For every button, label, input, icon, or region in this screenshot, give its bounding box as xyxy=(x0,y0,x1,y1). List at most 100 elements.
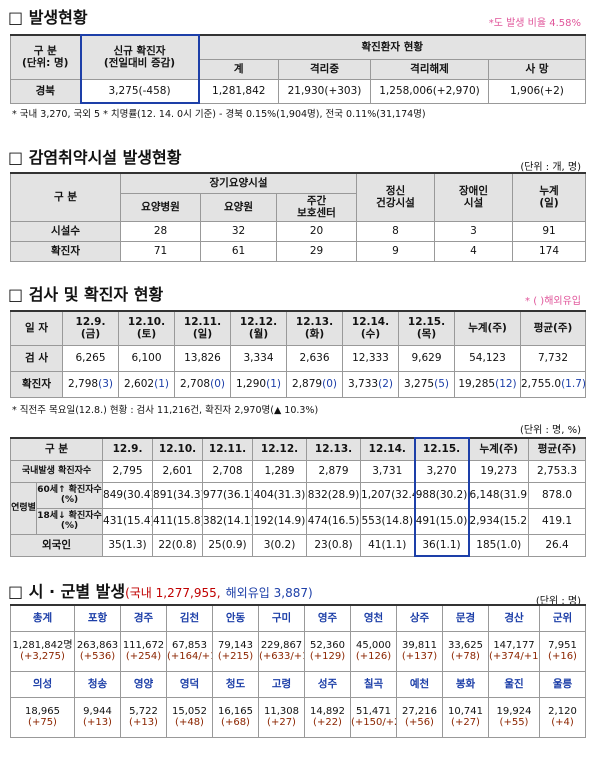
region-name: 경주 xyxy=(120,604,167,632)
line: (+56) xyxy=(405,717,434,728)
header-cell: 일 자 xyxy=(10,310,63,346)
line: (+126) xyxy=(355,651,392,662)
header-cell: 누계(주) xyxy=(454,310,521,346)
line: 16,165 xyxy=(218,705,253,717)
region-value: 27,216 (+56) xyxy=(396,696,443,738)
line: 229,867 xyxy=(260,639,303,651)
header-cell: 주간 보호센터 xyxy=(276,192,357,222)
value-cell: 7,732 xyxy=(520,344,586,372)
region-value: 33,625 (+78) xyxy=(442,630,489,672)
region-name: 봉화 xyxy=(442,670,489,698)
region-value: 229,867(+633/+1) xyxy=(258,630,305,672)
domestic-total: (국내 1,277,955, xyxy=(125,586,221,600)
value-cell: 2,602(1) xyxy=(118,370,175,398)
line: 263,863 xyxy=(76,639,119,651)
header-cell: 12.13. (화) xyxy=(286,310,343,346)
unit-note: (단위 : 명, %) xyxy=(520,425,581,436)
value-cell: 2,708(0) xyxy=(174,370,231,398)
line: (+3,275) xyxy=(20,651,65,662)
line: 구 분 xyxy=(33,45,57,58)
header-cell: 장기요양시설 xyxy=(120,172,357,194)
row-header: 확진자 xyxy=(10,240,121,262)
value-cell: 832(28.9) xyxy=(306,481,362,509)
region-value: 7,951 (+16) xyxy=(539,630,586,672)
line: 15,052 xyxy=(172,705,207,717)
line: (+129) xyxy=(309,651,346,662)
value-cell: 4 xyxy=(434,240,513,262)
line: (+254) xyxy=(125,651,162,662)
value-cell: 1,906(+2) xyxy=(488,78,586,104)
section-title: □ 검사 및 확진자 현황 xyxy=(8,285,164,304)
line: (+374/+1) xyxy=(489,651,540,662)
region-value: 18,965 (+75) xyxy=(10,696,75,738)
value-cell: 1,207(32.4) xyxy=(360,481,416,509)
value-cell: 878.0 xyxy=(528,481,587,509)
region-name: 영주 xyxy=(304,604,351,632)
value-cell: 3,731 xyxy=(360,459,416,483)
value-cell: 1,290(1) xyxy=(230,370,287,398)
section-title: □ 감염취약시설 발생현황 xyxy=(8,148,182,167)
line: 33,625 xyxy=(448,639,483,651)
value-cell: 54,123 xyxy=(454,344,521,372)
line: (+13) xyxy=(129,717,158,728)
region-name: 김천 xyxy=(166,604,213,632)
line: (+137) xyxy=(401,651,438,662)
value-cell: 2,798(3) xyxy=(62,370,119,398)
parenthetical: (5) xyxy=(434,377,449,390)
header-cell: 구 분 (단위: 명) xyxy=(10,34,81,80)
overseas-note: * ( )해외유입 xyxy=(525,296,581,307)
row-header: 외국인 xyxy=(9,533,104,557)
header-cell: 12.14. xyxy=(360,437,416,461)
region-name: 상주 xyxy=(396,604,443,632)
value-cell: 411(15.8) xyxy=(152,507,204,535)
line: 147,177 xyxy=(493,639,535,651)
header-cell: 12.12. xyxy=(252,437,308,461)
header-cell: 12.11. xyxy=(202,437,254,461)
region-name: 예천 xyxy=(396,670,443,698)
line: 45,000 xyxy=(356,639,391,651)
region-name: 영양 xyxy=(120,670,167,698)
header-cell: 평균(주) xyxy=(528,437,587,461)
line: (+22) xyxy=(313,717,342,728)
unit-note: (단위 : 명) xyxy=(535,596,581,607)
value-cell: 19,285(12) xyxy=(454,370,521,398)
row-header: 60세↑ 확진자수(%) xyxy=(35,481,104,509)
footnote: * 국내 3,270, 국외 5 * 치명률(12. 14. 0시 기준) - … xyxy=(12,109,426,120)
table-row: 검 사 6,265 6,100 13,826 3,334 2,636 12,333 9,629… xyxy=(10,344,586,372)
header-cell: 누계(주) xyxy=(468,437,530,461)
status-table: 구 분 (단위: 명) 신규 확진자 (전일대비 증감) 확진환자 현황 계 격리중 격리해제… xyxy=(10,34,586,104)
table-row: 구 분 (단위: 명) 신규 확진자 (전일대비 증감) 확진환자 현황 xyxy=(10,34,586,80)
header-cell: 12.9. xyxy=(102,437,154,461)
header-cell: 확진환자 현황 xyxy=(198,34,586,60)
header-cell: 12.13. xyxy=(306,437,362,461)
row-header: 시설수 xyxy=(10,220,121,242)
value-cell: 36(1.1) xyxy=(413,533,470,557)
table-row: 확진자 2,798(3) 2,602(1) 2,708(0) 1,290(1) 2,879… xyxy=(10,370,586,398)
value-cell: 3,733(2) xyxy=(342,370,399,398)
value-cell: 19,273 xyxy=(468,459,530,483)
region-name: 포항 xyxy=(74,604,121,632)
row-header: 18세↓ 확진자수(%) xyxy=(35,507,104,535)
header-cell: 요양병원 xyxy=(120,192,201,222)
parenthetical: (0) xyxy=(322,377,337,390)
value-cell: 3(0.2) xyxy=(252,533,308,557)
line: (+27) xyxy=(267,717,296,728)
region-name: 울릉 xyxy=(539,670,586,698)
region-name: 군위 xyxy=(539,604,586,632)
line: (+150/+2) xyxy=(351,717,396,728)
region-value: 19,924 (+55) xyxy=(488,696,540,738)
value-cell: 6,265 xyxy=(62,344,119,372)
value-cell: 22(0.8) xyxy=(152,533,204,557)
value-cell: 2,636 xyxy=(286,344,343,372)
table-row: 일 자 12.9. (금) 12.10. (토) 12.11. (일) 12.12. (… xyxy=(10,310,586,346)
region-name: 문경 xyxy=(442,604,489,632)
line: 1,281,842명 xyxy=(12,639,73,651)
region-value: 1,281,842명 (+3,275) xyxy=(10,630,75,672)
region-name: 경산 xyxy=(488,604,540,632)
region-value: 45,000 (+126) xyxy=(350,630,397,672)
value-cell: 35(1.3) xyxy=(102,533,154,557)
line: 51,471 xyxy=(356,705,391,717)
line: (+78) xyxy=(451,651,480,662)
header-cell: 요양원 xyxy=(200,192,277,222)
section-heading: □ 시 · 군별 발생(국내 1,277,955, 해외유입 3,887) xyxy=(8,578,313,602)
